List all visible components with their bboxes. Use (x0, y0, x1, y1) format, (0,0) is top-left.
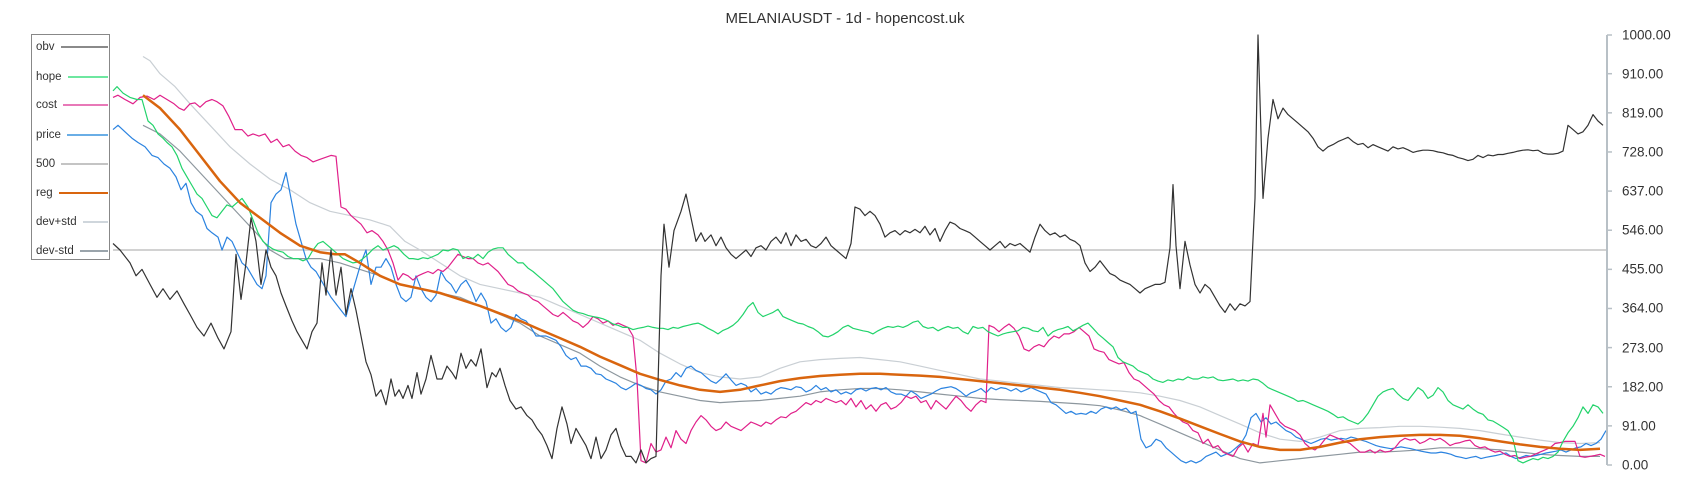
legend-swatch-icon (63, 104, 108, 106)
legend-swatch-icon (60, 46, 108, 48)
legend-item-cost[interactable]: cost (36, 98, 108, 112)
chart-title: MELANIAUSDT - 1d - hopencost.uk (0, 10, 1700, 27)
legend-label: cost (36, 99, 58, 111)
y-axis-tick-label: 1000.00 (1622, 27, 1671, 43)
legend-label: dev+std (36, 216, 77, 228)
y-axis (1606, 34, 1612, 466)
series-line-cost (112, 94, 1606, 464)
legend-item-dev-minus-std[interactable]: dev-std (36, 244, 108, 258)
legend-item-500[interactable]: 500 (36, 157, 108, 171)
legend-swatch-icon (82, 221, 108, 223)
legend-label: obv (36, 41, 55, 53)
series-line-dev-plus-std (142, 55, 1601, 445)
y-axis-tick-label: 0.00 (1622, 457, 1649, 473)
y-axis-tick-label: 546.00 (1622, 222, 1664, 238)
legend-item-hope[interactable]: hope (36, 70, 108, 84)
y-axis-tick-label: 273.00 (1622, 340, 1664, 356)
y-axis-tick-label: 364.00 (1622, 300, 1664, 316)
legend-swatch-icon (58, 191, 108, 195)
y-axis-tick-label: 455.00 (1622, 261, 1664, 277)
legend-swatch-icon (67, 76, 108, 78)
y-axis-tick-label: 91.00 (1622, 418, 1656, 434)
y-axis-tick-label: 819.00 (1622, 105, 1664, 121)
y-axis-tick-label: 182.00 (1622, 379, 1664, 395)
legend-item-obv[interactable]: obv (36, 40, 108, 54)
chart-title-text: MELANIAUSDT - 1d - hopencost.uk (725, 10, 965, 27)
y-axis-tick-label: 728.00 (1622, 144, 1664, 160)
series-line-obv (112, 34, 1604, 464)
legend-item-dev-plus-std[interactable]: dev+std (36, 215, 108, 229)
legend-label: hope (36, 71, 62, 83)
legend-swatch-icon (66, 134, 108, 136)
legend-item-price[interactable]: price (36, 128, 108, 142)
legend-item-reg[interactable]: reg (36, 186, 108, 200)
series-line-reg (142, 94, 1601, 452)
series-line-price (112, 124, 1607, 464)
series-line-dev-std (142, 124, 1600, 464)
y-axis-tick-label: 910.00 (1622, 66, 1664, 82)
legend-label: price (36, 129, 61, 141)
legend-swatch-icon (61, 163, 108, 165)
legend-label: reg (36, 187, 53, 199)
series-layer (112, 34, 1607, 464)
legend: obv hope cost price 500 reg dev+std dev-… (31, 34, 110, 260)
legend-label: 500 (36, 158, 56, 170)
legend-label: dev-std (36, 245, 74, 257)
series-line-hope (112, 85, 1604, 464)
y-axis-tick-label: 637.00 (1622, 183, 1664, 199)
legend-swatch-icon (79, 250, 108, 252)
